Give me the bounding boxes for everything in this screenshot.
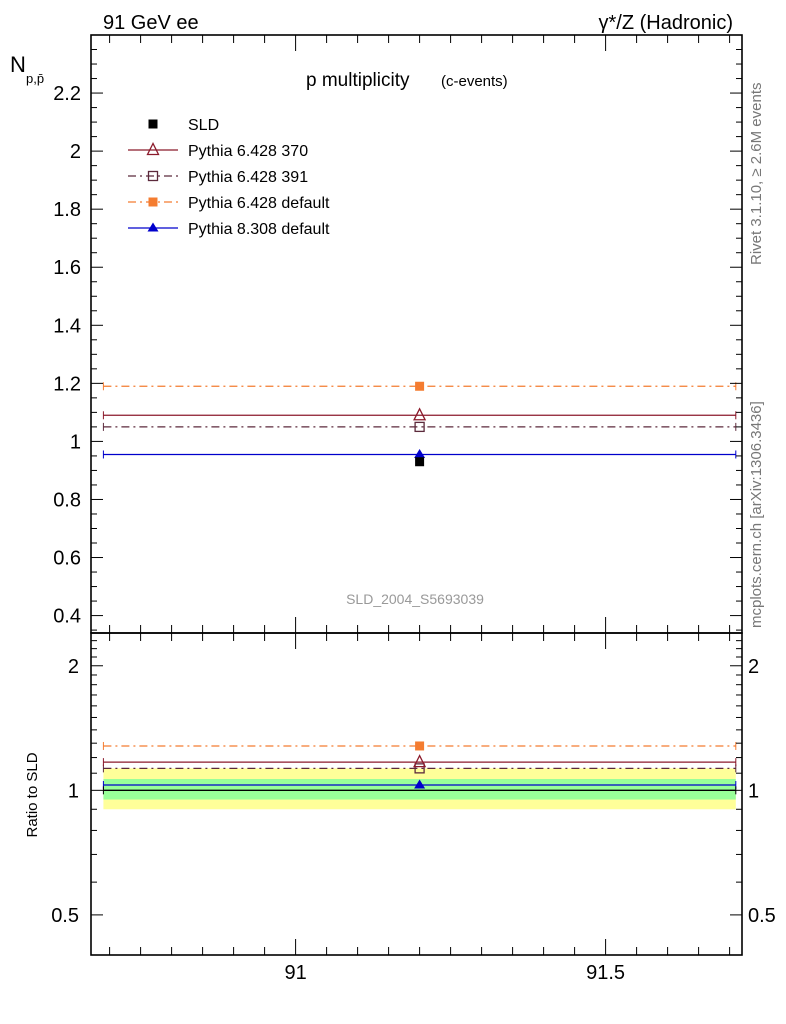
ratio-ytick-label: 1 — [68, 780, 79, 802]
ratio-point-1 — [413, 754, 427, 768]
legend-marker-3 — [148, 197, 158, 207]
ratio-frame — [90, 632, 743, 956]
legend-label-3: Pythia 6.428 default — [188, 195, 330, 212]
main-ytick-label: 1.2 — [53, 373, 81, 395]
axes: 0.4 0.6 0.8 1 1.2 1.4 1.6 1.8 2 2.2 91 91.5 0.5 0.5 1 1… — [51, 34, 776, 984]
legend-label-0: SLD — [188, 117, 219, 134]
ratio-ytick-label-right: 1 — [748, 780, 759, 802]
rivet-label: Rivet 3.1.10, ≥ 2.6M events — [748, 83, 765, 266]
svg-text:N: N — [10, 52, 26, 77]
ratio-ylabel: Ratio to SLD — [24, 752, 41, 837]
legend-label-2: Pythia 6.428 391 — [188, 169, 308, 186]
legend: SLD Pythia 6.428 370 Pythia 6.428 391 Pythi… — [128, 117, 330, 238]
watermark: SLD_2004_S5693039 — [346, 591, 484, 607]
ratio-xtick-label: 91 — [284, 962, 306, 984]
main-ytick-label: 1.4 — [53, 315, 81, 337]
legend-label-4: Pythia 8.308 default — [188, 221, 330, 238]
series-markers — [413, 381, 427, 789]
series-lines — [102, 382, 737, 795]
main-point-4 — [414, 448, 426, 458]
main-ytick-label: 2 — [70, 141, 81, 163]
header-left: 91 GeV ee — [103, 12, 199, 34]
ratio-point-4 — [414, 779, 426, 789]
main-ytick-label: 2.2 — [53, 83, 81, 105]
ratio-point-3 — [415, 741, 425, 751]
main-ytick-label: 1.8 — [53, 199, 81, 221]
legend-marker-0 — [148, 119, 158, 129]
main-point-0 — [415, 457, 425, 467]
svg-text:p,p̄: p,p̄ — [26, 71, 44, 86]
mcplots-label: mcplots.cern.ch [arXiv:1306.3436] — [748, 401, 765, 628]
legend-marker-2 — [147, 170, 159, 182]
ratio-ytick-label: 2 — [68, 656, 79, 678]
ratio-ytick-label: 0.5 — [51, 905, 79, 927]
main-ytick-label: 1.6 — [53, 257, 81, 279]
main-ytick-label: 0.8 — [53, 489, 81, 511]
chart-title-main: p multiplicity — [306, 70, 410, 91]
ratio-point-2 — [414, 763, 425, 774]
legend-label-1: Pythia 6.428 370 — [188, 143, 308, 160]
main-ylabel: N p,p̄ — [10, 52, 44, 86]
main-ytick-label: 0.4 — [53, 606, 81, 628]
legend-marker-1 — [146, 142, 160, 156]
ratio-bands — [103, 768, 736, 810]
chart-title-sub: (c-events) — [441, 73, 508, 90]
main-point-3 — [415, 381, 425, 391]
main-ytick-label: 0.6 — [53, 548, 81, 570]
chart-title: p multiplicity (c-events) — [306, 70, 508, 91]
legend-marker-4 — [147, 222, 159, 232]
main-point-1 — [413, 407, 427, 421]
ratio-xtick-label: 91.5 — [586, 962, 625, 984]
ratio-ytick-label-right: 2 — [748, 656, 759, 678]
header-right: γ*/Z (Hadronic) — [599, 12, 733, 34]
ratio-band-1 — [103, 779, 736, 800]
main-ytick-label: 1 — [70, 431, 81, 453]
main-point-2 — [414, 421, 425, 433]
ratio-ytick-label-right: 0.5 — [748, 905, 776, 927]
